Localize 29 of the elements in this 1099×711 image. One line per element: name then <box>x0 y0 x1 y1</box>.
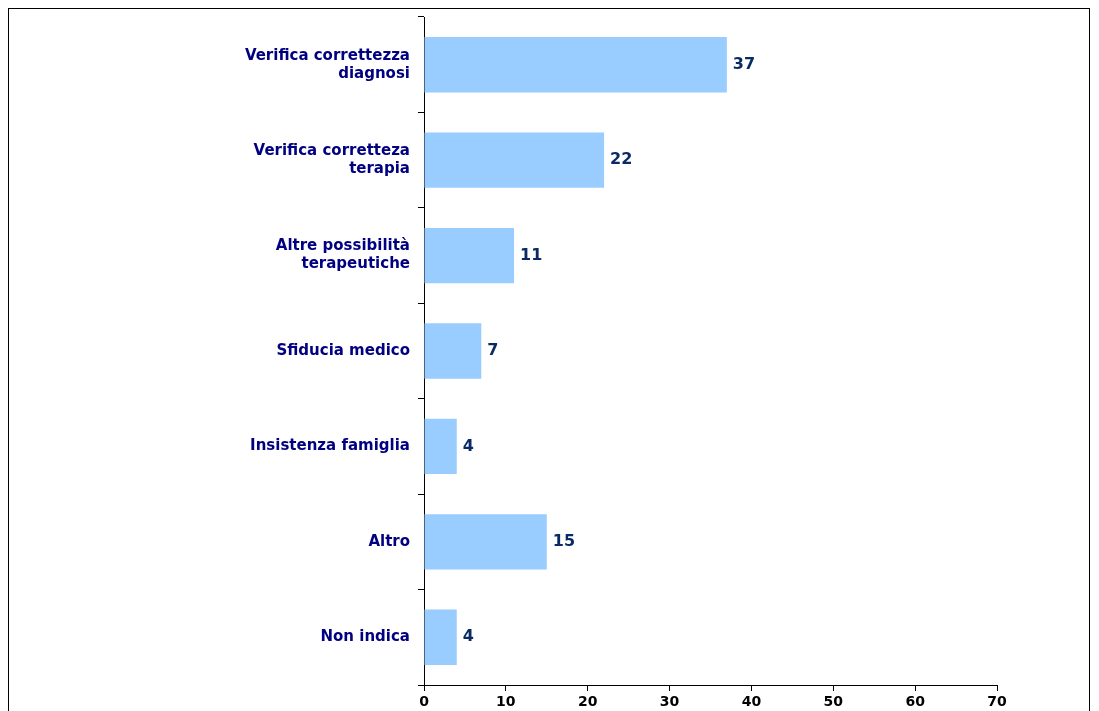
y-tick-label: Altre possibilità terapeutiche <box>275 236 410 273</box>
x-tick-label: 60 <box>905 693 926 710</box>
data-label: 4 <box>462 626 474 646</box>
y-tick-label: Non indica <box>320 627 410 646</box>
data-label: 11 <box>520 244 543 264</box>
x-tick-label: 50 <box>823 693 844 710</box>
x-tick-label: 10 <box>496 693 516 710</box>
y-tick-label: Sfiducia medico <box>276 340 410 359</box>
x-tick-label: 30 <box>659 693 680 710</box>
x-tick-label: 70 <box>987 693 1007 710</box>
x-tick-label: 40 <box>741 693 762 710</box>
y-tick-label: Insistenza famiglia <box>250 436 410 455</box>
bar <box>424 37 727 93</box>
bar <box>424 323 482 379</box>
bar <box>424 227 515 284</box>
data-label: 4 <box>462 435 474 455</box>
bar <box>424 514 547 570</box>
x-tick-label: 20 <box>577 693 598 710</box>
data-label: 22 <box>610 149 633 169</box>
data-label: 7 <box>487 340 499 360</box>
y-tick-label: Verifica corretteza terapia <box>253 141 410 178</box>
data-label: 37 <box>732 53 756 73</box>
bar <box>424 418 457 475</box>
bar <box>424 132 605 188</box>
x-tick-label: 0 <box>419 693 430 710</box>
y-tick-label: Altro <box>368 531 410 550</box>
data-label: 15 <box>552 531 576 551</box>
bar <box>424 609 457 665</box>
y-tick-label: Verifica correttezza diagnosi <box>244 45 410 82</box>
